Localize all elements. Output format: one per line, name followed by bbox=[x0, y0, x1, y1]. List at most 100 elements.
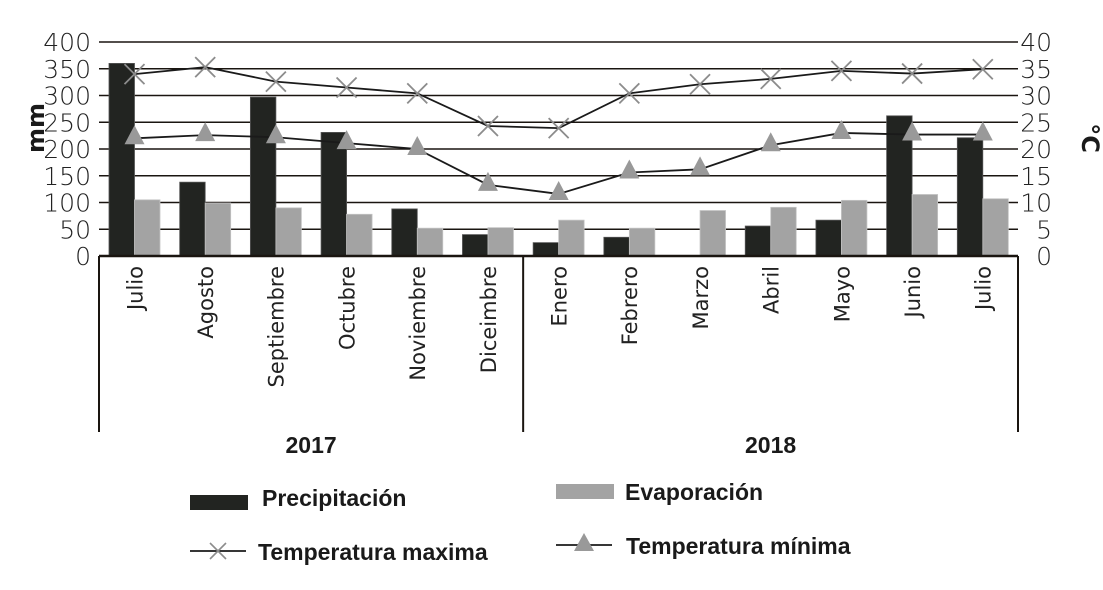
legend-label: Evaporación bbox=[625, 479, 763, 505]
temp-min-marker bbox=[760, 132, 781, 152]
category-label: Noviembre bbox=[406, 266, 430, 381]
y-tick-left: 300 bbox=[43, 82, 91, 111]
legend-item: Temperatura maxima bbox=[190, 539, 488, 565]
x-stroke bbox=[618, 82, 640, 104]
temp-min-marker bbox=[195, 122, 216, 142]
evaporation-bar bbox=[204, 202, 232, 257]
evaporation-bar bbox=[841, 199, 868, 257]
temp-max-marker bbox=[265, 70, 287, 93]
y-axis-right-title: °C bbox=[1076, 123, 1103, 153]
x-stroke bbox=[194, 56, 216, 78]
temp-max-marker bbox=[689, 73, 711, 95]
legend-triangle-icon bbox=[574, 533, 594, 551]
temp-max-marker bbox=[548, 117, 570, 139]
temp-min-marker bbox=[407, 136, 428, 155]
y-tick-right: 30 bbox=[1020, 82, 1052, 111]
y-tick-right: 20 bbox=[1020, 135, 1052, 164]
y-axis-left-title: mm bbox=[22, 103, 50, 153]
evaporation-bar bbox=[416, 227, 444, 257]
temp-max-marker bbox=[618, 82, 640, 104]
evaporation-bar bbox=[628, 227, 656, 257]
category-label: Diceimbre bbox=[477, 266, 501, 373]
evaporation-bar bbox=[134, 199, 161, 257]
evaporation-bar bbox=[487, 227, 514, 257]
category-label: Julio bbox=[972, 266, 996, 312]
axes bbox=[98, 254, 1019, 432]
category-label: Enero bbox=[548, 266, 572, 327]
precipitation-bar bbox=[603, 236, 630, 257]
temp-max-marker bbox=[972, 58, 994, 80]
temp-max-marker bbox=[123, 63, 146, 85]
temp-max-marker bbox=[830, 60, 853, 82]
y-tick-right: 40 bbox=[1020, 28, 1052, 57]
x-stroke bbox=[406, 82, 428, 104]
precipitation-bar bbox=[108, 63, 135, 257]
evaporation-bar bbox=[558, 219, 585, 257]
year-label: 2017 bbox=[285, 432, 336, 458]
precipitation-bar bbox=[744, 225, 772, 257]
temp-min-marker bbox=[477, 171, 498, 191]
temp-min-marker bbox=[265, 124, 286, 144]
legend-swatch-evaporation bbox=[556, 484, 614, 499]
precipitation-bar bbox=[249, 96, 277, 257]
temp-min-marker bbox=[619, 159, 640, 179]
legend-label: Temperatura mínima bbox=[626, 533, 851, 559]
x-stroke bbox=[123, 63, 146, 85]
y-tick-left: 50 bbox=[59, 215, 91, 244]
temp-min-marker bbox=[902, 121, 923, 141]
x-stroke bbox=[477, 115, 499, 137]
temp-max-marker bbox=[406, 82, 428, 104]
category-label: Febrero bbox=[618, 266, 642, 345]
evaporation-bar bbox=[911, 194, 939, 257]
category-label: Marzo bbox=[689, 266, 713, 330]
bars bbox=[108, 63, 1009, 257]
category-label: Octubre bbox=[335, 266, 359, 350]
temp-min-marker bbox=[972, 121, 993, 141]
temp-max-marker bbox=[194, 56, 216, 78]
y-tick-left: 250 bbox=[43, 108, 91, 137]
temp-min-marker bbox=[690, 156, 711, 176]
y-tick-right: 15 bbox=[1020, 162, 1052, 191]
year-label: 2018 bbox=[745, 432, 796, 458]
temp-max-marker bbox=[477, 115, 499, 137]
x-stroke bbox=[760, 68, 782, 90]
legend-swatch-precipitation bbox=[190, 495, 248, 510]
category-label: Junio bbox=[901, 266, 925, 320]
precipitation-bar bbox=[391, 208, 418, 257]
y-tick-right: 0 bbox=[1036, 242, 1052, 271]
precipitation-bar bbox=[179, 181, 206, 257]
precipitation-bar bbox=[815, 219, 842, 257]
temp-min-marker bbox=[831, 119, 852, 139]
category-label: Septiembre bbox=[265, 266, 289, 387]
temp-max-marker bbox=[335, 76, 358, 99]
legend-item: Temperatura mínima bbox=[556, 533, 851, 559]
x-stroke bbox=[830, 60, 853, 82]
y-tick-left: 350 bbox=[43, 55, 91, 84]
legend-item: Evaporación bbox=[556, 479, 763, 505]
precipitation-bar bbox=[532, 242, 560, 257]
category-label: Agosto bbox=[194, 266, 218, 339]
category-label: Julio bbox=[123, 266, 147, 312]
category-labels: Julio Agosto Septiembre Octubre Noviembre Dic… bbox=[123, 266, 995, 387]
y-tick-left: 100 bbox=[43, 189, 91, 218]
legend-item: Precipitación bbox=[190, 485, 406, 511]
evaporation-bar bbox=[982, 198, 1009, 257]
y-tick-right: 5 bbox=[1036, 215, 1052, 244]
legend-label: Temperatura maxima bbox=[258, 539, 488, 565]
temp-min-marker bbox=[548, 180, 569, 200]
temp-max-marker bbox=[760, 68, 782, 90]
category-label: Mayo bbox=[830, 266, 854, 322]
y-tick-left: 150 bbox=[43, 162, 91, 191]
x-stroke bbox=[265, 70, 287, 93]
precipitation-bar bbox=[462, 234, 489, 257]
temp-min-marker bbox=[124, 125, 145, 145]
category-label: Abril bbox=[760, 266, 784, 314]
temp-max-marker bbox=[901, 62, 923, 85]
x-stroke bbox=[689, 73, 711, 95]
precipitation-bar bbox=[320, 132, 347, 257]
legend: Precipitación Evaporación Temperatura maxi… bbox=[190, 479, 851, 565]
legend-label: Precipitación bbox=[262, 485, 406, 511]
evaporation-bar bbox=[275, 207, 302, 257]
